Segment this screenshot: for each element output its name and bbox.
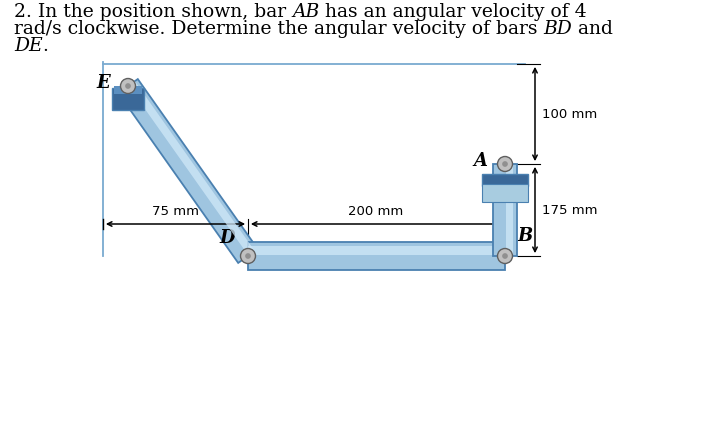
Circle shape	[245, 253, 251, 259]
Polygon shape	[248, 247, 505, 256]
Text: 2. In the position shown, bar: 2. In the position shown, bar	[14, 3, 292, 21]
Polygon shape	[248, 243, 505, 270]
Polygon shape	[493, 164, 517, 256]
Circle shape	[498, 249, 513, 264]
Text: D: D	[220, 229, 235, 247]
Circle shape	[121, 79, 135, 94]
Circle shape	[240, 249, 255, 264]
Circle shape	[502, 253, 508, 259]
Text: DE: DE	[14, 37, 43, 55]
Bar	[482, 174, 528, 187]
Text: AB: AB	[292, 3, 319, 21]
Text: has an angular velocity of 4: has an angular velocity of 4	[319, 3, 587, 21]
Circle shape	[125, 84, 131, 90]
Text: A: A	[474, 151, 487, 170]
Polygon shape	[128, 82, 255, 256]
Bar	[482, 184, 528, 203]
Text: 75 mm: 75 mm	[152, 204, 199, 217]
Circle shape	[502, 162, 508, 168]
Text: 175 mm: 175 mm	[542, 204, 598, 217]
Polygon shape	[118, 80, 258, 263]
Text: BD: BD	[544, 20, 572, 38]
Text: 200 mm: 200 mm	[348, 204, 404, 217]
Circle shape	[498, 157, 513, 172]
Text: B: B	[517, 227, 533, 245]
Text: and: and	[572, 20, 613, 38]
Text: .: .	[43, 37, 49, 55]
Text: 100 mm: 100 mm	[542, 108, 597, 121]
Polygon shape	[505, 164, 513, 256]
Bar	[112, 89, 144, 111]
Bar	[114, 87, 142, 95]
Text: E: E	[97, 74, 111, 92]
Text: rad/s clockwise. Determine the angular velocity of bars: rad/s clockwise. Determine the angular v…	[14, 20, 544, 38]
